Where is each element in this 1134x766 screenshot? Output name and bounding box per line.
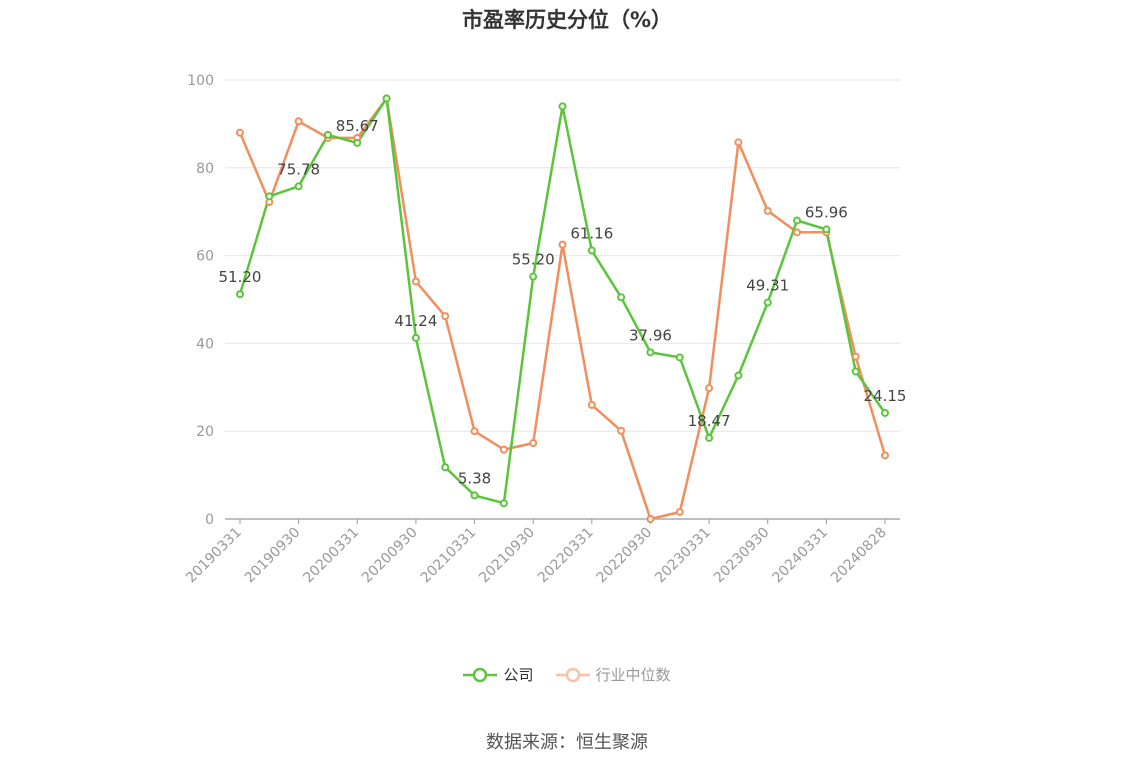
x-tick-label: 20230930 (711, 525, 773, 587)
data-label: 55.20 (512, 251, 555, 269)
data-point-1 (499, 445, 508, 454)
series-points (236, 94, 889, 523)
x-tick-label: 20220930 (594, 525, 656, 587)
data-point-0 (763, 298, 772, 307)
data-point-1 (411, 277, 420, 286)
data-point-0 (236, 290, 244, 299)
data-point-1 (470, 427, 479, 436)
data-point-0 (353, 138, 362, 147)
legend-marker-industry (555, 667, 590, 682)
x-tick-label: 20190331 (183, 525, 245, 587)
data-point-0 (382, 94, 391, 103)
data-point-0 (441, 463, 450, 472)
chart-title: 市盈率历史分位（%） (461, 8, 673, 32)
data-point-0 (558, 102, 567, 111)
legend-marker-company (463, 667, 498, 682)
y-tick-label: 100 (187, 73, 214, 89)
data-point-1 (851, 352, 860, 361)
data-point-0 (881, 408, 889, 417)
data-point-1 (705, 384, 714, 393)
x-tick-label: 20240828 (828, 525, 890, 587)
y-tick-label: 0 (205, 512, 214, 528)
data-point-0 (822, 225, 831, 234)
data-label: 51.20 (219, 268, 262, 286)
data-label: 5.38 (458, 469, 491, 487)
data-point-1 (529, 439, 538, 448)
data-point-1 (646, 515, 655, 523)
data-label: 24.15 (864, 387, 907, 405)
legend: 公司 行业中位数 (0, 664, 1134, 685)
x-axis: 2019033120190930202003312020093020210331… (183, 518, 900, 587)
data-point-1 (734, 138, 743, 147)
data-label: 41.24 (394, 312, 437, 330)
data-label: 61.16 (570, 225, 613, 243)
data-label: 18.47 (688, 412, 731, 430)
x-tick-label: 20190930 (242, 525, 304, 587)
data-point-0 (734, 371, 743, 380)
data-point-1 (763, 206, 772, 215)
data-label: 49.31 (746, 277, 789, 295)
x-tick-label: 20220331 (535, 525, 597, 587)
data-point-0 (265, 192, 274, 201)
y-tick-label: 60 (196, 249, 214, 265)
data-point-1 (558, 240, 567, 249)
data-point-0 (587, 246, 596, 255)
data-point-0 (294, 182, 303, 191)
data-point-1 (793, 228, 802, 237)
data-point-0 (470, 491, 479, 500)
data-point-1 (675, 507, 684, 516)
data-point-0 (323, 130, 332, 139)
data-labels: 51.20 75.78 85.67 41.24 5.38 55.20 61.16 37.96 1… (219, 117, 907, 487)
legend-item-company[interactable]: 公司 (463, 664, 534, 685)
data-point-0 (529, 272, 538, 281)
x-tick-label: 20210331 (418, 525, 480, 587)
x-tick-label: 20240331 (769, 525, 831, 587)
legend-item-industry[interactable]: 行业中位数 (555, 664, 671, 685)
data-point-1 (881, 451, 889, 460)
series-lines (238, 97, 887, 521)
x-tick-label: 20210930 (476, 525, 538, 587)
data-label: 75.78 (277, 160, 320, 178)
x-tick-label: 20200331 (300, 525, 362, 587)
x-tick-label: 20230331 (652, 525, 714, 587)
data-point-1 (441, 312, 450, 321)
data-source: 数据来源：恒生聚源 (486, 732, 648, 753)
data-point-0 (675, 353, 684, 362)
y-tick-label: 40 (196, 336, 214, 352)
y-axis: 0 20 40 60 80 100 (187, 73, 214, 528)
data-point-0 (617, 293, 626, 302)
series-line-0 (238, 97, 887, 505)
x-tick-label: 20200930 (359, 525, 421, 587)
data-point-0 (499, 499, 508, 508)
data-point-0 (646, 348, 655, 357)
data-point-0 (793, 216, 802, 225)
legend-label-industry: 行业中位数 (595, 666, 671, 684)
y-tick-label: 80 (196, 161, 214, 177)
data-label: 65.96 (805, 203, 848, 221)
data-label: 85.67 (336, 117, 379, 135)
legend-label-company: 公司 (503, 666, 534, 684)
data-point-1 (236, 128, 244, 137)
data-point-0 (705, 433, 714, 442)
y-tick-label: 20 (196, 424, 214, 440)
data-label: 37.96 (629, 326, 672, 344)
grid-lines (225, 79, 900, 432)
data-point-0 (851, 367, 860, 376)
data-point-1 (587, 400, 596, 409)
series-line-1 (238, 97, 887, 521)
data-point-0 (411, 333, 420, 342)
data-point-1 (294, 117, 303, 126)
data-point-1 (617, 426, 626, 435)
